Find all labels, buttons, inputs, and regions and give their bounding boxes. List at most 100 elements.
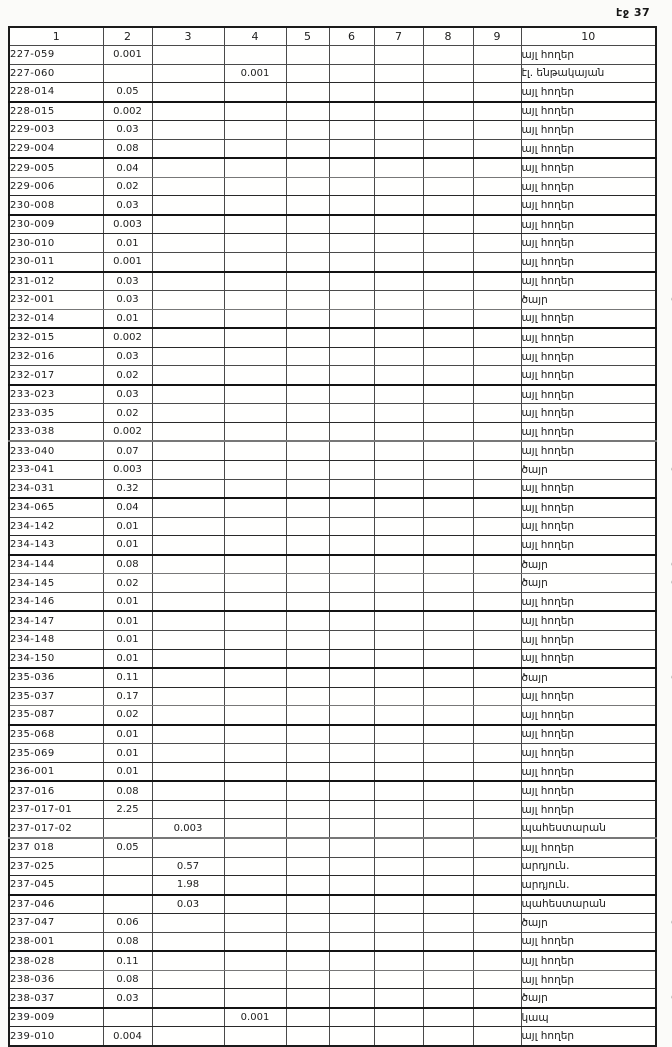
cell-col6 bbox=[328, 1026, 375, 1047]
column-header-6: 6 bbox=[328, 26, 375, 46]
cell-col10: այլ հողեր bbox=[520, 535, 657, 556]
cell-col9 bbox=[472, 365, 522, 386]
cell-col7 bbox=[373, 648, 424, 670]
cell-col1: 238-001 bbox=[8, 931, 104, 953]
cell-col8 bbox=[422, 384, 474, 405]
cell-col2: 0.01 bbox=[102, 743, 153, 763]
cell-col4 bbox=[223, 856, 287, 877]
cell-col1: 230-009 bbox=[8, 214, 104, 235]
cell-col7 bbox=[373, 913, 424, 933]
cell-col5 bbox=[285, 195, 330, 216]
cell-col9 bbox=[472, 894, 522, 915]
cell-col2: 0.03 bbox=[102, 384, 153, 405]
cell-col10: այլ հողեր bbox=[520, 724, 657, 745]
cell-col10: այլ հողեր bbox=[520, 686, 657, 707]
cell-col2: 0.08 bbox=[102, 780, 153, 801]
cell-col7 bbox=[373, 950, 424, 971]
cell-col8 bbox=[422, 365, 474, 386]
cell-col9 bbox=[472, 1026, 522, 1047]
cell-col1: 234-065 bbox=[8, 497, 104, 518]
cell-col5 bbox=[285, 761, 330, 783]
cell-col6 bbox=[328, 497, 375, 518]
cell-col1: 231-012 bbox=[8, 271, 104, 292]
cell-col1: 234-148 bbox=[8, 629, 104, 650]
cell-col10: այլ հողեր bbox=[520, 308, 657, 330]
cell-col1: 235-037 bbox=[8, 686, 104, 707]
cell-col4 bbox=[223, 516, 287, 537]
table-row: 238-028 0.11 այլ հողեր bbox=[8, 950, 657, 971]
cell-col4 bbox=[223, 252, 287, 273]
table-row: 237-046 0.03 պահեստարան bbox=[8, 894, 657, 915]
cell-col4 bbox=[223, 667, 287, 688]
cell-col4 bbox=[223, 988, 287, 1009]
cell-col1: 238-028 bbox=[8, 950, 104, 971]
cell-col4: 0.001 bbox=[223, 1007, 287, 1028]
cell-col10: ծայրժ bbox=[520, 290, 672, 310]
cell-col4 bbox=[223, 743, 287, 763]
cell-col7 bbox=[373, 63, 424, 84]
cell-col3 bbox=[151, 686, 225, 707]
cell-col5 bbox=[285, 45, 330, 65]
cell-col3: 0.03 bbox=[151, 894, 225, 915]
cell-col3 bbox=[151, 629, 225, 650]
column-header-1: 1 bbox=[8, 26, 104, 46]
cell-col7 bbox=[373, 705, 424, 726]
cell-col1: 234-150 bbox=[8, 648, 104, 670]
cell-col2: 0.01 bbox=[102, 535, 153, 556]
cell-col2: 0.03 bbox=[102, 120, 153, 140]
cell-col7 bbox=[373, 327, 424, 348]
cell-col6 bbox=[328, 686, 375, 707]
cell-col7 bbox=[373, 233, 424, 254]
cell-col10: այլ հողեր bbox=[520, 780, 657, 801]
cell-col7 bbox=[373, 252, 424, 273]
cell-col9 bbox=[472, 120, 522, 140]
cell-col6 bbox=[328, 384, 375, 405]
cell-col9 bbox=[472, 478, 522, 500]
cell-col3 bbox=[151, 403, 225, 423]
cell-col5 bbox=[285, 63, 330, 84]
cell-col10: ծայրժ bbox=[520, 554, 672, 575]
cell-col10: այլ հողեր bbox=[520, 837, 657, 858]
cell-col1: 234-142 bbox=[8, 516, 104, 537]
cell-col5 bbox=[285, 1026, 330, 1047]
cell-col2: 0.01 bbox=[102, 629, 153, 650]
table-row: 235-069 0.01 այլ հողեր bbox=[8, 743, 657, 763]
cell-col3 bbox=[151, 535, 225, 556]
table-row: 234-143 0.01 այլ հողեր bbox=[8, 535, 657, 556]
cell-col2: 0.06 bbox=[102, 913, 153, 933]
cell-col8 bbox=[422, 686, 474, 707]
column-header-5: 5 bbox=[285, 26, 330, 46]
cell-col1: 230-011 bbox=[8, 252, 104, 273]
cell-col4 bbox=[223, 894, 287, 915]
cell-col4 bbox=[223, 554, 287, 575]
cell-col10: այլ հողեր bbox=[520, 440, 657, 462]
cell-col9 bbox=[472, 667, 522, 688]
cell-col2 bbox=[102, 1007, 153, 1028]
cell-col8 bbox=[422, 346, 474, 367]
cell-col2: 0.08 bbox=[102, 931, 153, 953]
cell-col7 bbox=[373, 308, 424, 330]
cell-col6 bbox=[328, 45, 375, 65]
cell-col6 bbox=[328, 667, 375, 688]
cell-col9 bbox=[472, 233, 522, 254]
cell-col1: 234-144 bbox=[8, 554, 104, 575]
cell-col1: 230-010 bbox=[8, 233, 104, 254]
cell-col3 bbox=[151, 478, 225, 500]
cell-col2: 0.11 bbox=[102, 667, 153, 688]
cell-col9 bbox=[472, 535, 522, 556]
cell-col8 bbox=[422, 1007, 474, 1028]
cell-col8 bbox=[422, 271, 474, 292]
cell-col5 bbox=[285, 1007, 330, 1028]
cell-col10: այլ հողեր bbox=[520, 101, 657, 122]
cell-col8 bbox=[422, 761, 474, 783]
cell-col9 bbox=[472, 384, 522, 405]
cell-col7 bbox=[373, 629, 424, 650]
cell-col9 bbox=[472, 157, 522, 178]
cell-col1: 233-035 bbox=[8, 403, 104, 423]
cell-col10: այլ հողեր bbox=[520, 497, 657, 518]
cell-col1: 234-146 bbox=[8, 591, 104, 613]
cell-col8 bbox=[422, 233, 474, 254]
cell-col5 bbox=[285, 403, 330, 423]
cell-col1: 229-003 bbox=[8, 120, 104, 140]
